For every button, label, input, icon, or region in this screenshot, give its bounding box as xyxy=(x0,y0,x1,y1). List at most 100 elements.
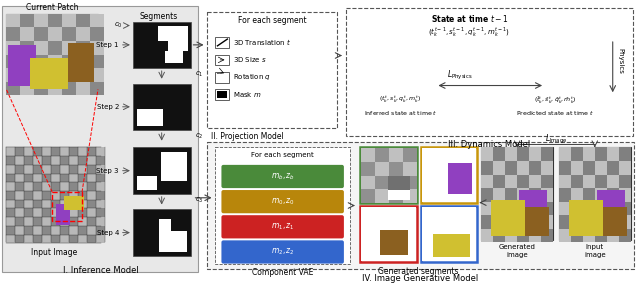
Bar xyxy=(583,229,595,242)
Bar xyxy=(90,68,104,82)
Bar xyxy=(87,235,96,243)
Bar xyxy=(24,174,33,182)
Bar xyxy=(42,226,51,235)
Text: Current Patch: Current Patch xyxy=(26,3,79,12)
Bar xyxy=(78,191,87,200)
Bar xyxy=(607,215,619,229)
Bar xyxy=(541,161,553,174)
Text: Mask $m$: Mask $m$ xyxy=(234,90,262,99)
Bar xyxy=(559,148,571,161)
Bar xyxy=(505,148,517,161)
Bar xyxy=(96,217,105,226)
Bar xyxy=(60,217,69,226)
Bar xyxy=(20,68,35,82)
Bar xyxy=(24,148,33,156)
Bar xyxy=(78,156,87,165)
Bar xyxy=(51,182,60,191)
Bar xyxy=(541,202,553,215)
Bar xyxy=(223,192,342,211)
Bar xyxy=(6,148,15,156)
Bar xyxy=(90,27,104,41)
Text: $m_0, z_0$: $m_0, z_0$ xyxy=(271,196,294,207)
FancyBboxPatch shape xyxy=(221,190,344,213)
Bar xyxy=(603,207,627,237)
Bar xyxy=(51,217,60,226)
Text: $(t_k^t, s_k^t, q_k^t, m_k^t)$: $(t_k^t, s_k^t, q_k^t, m_k^t)$ xyxy=(380,95,422,105)
Bar xyxy=(78,182,87,191)
Bar xyxy=(96,226,105,235)
Bar xyxy=(76,14,90,27)
Bar xyxy=(48,68,62,82)
Bar xyxy=(87,217,96,226)
Bar xyxy=(90,82,104,95)
Bar xyxy=(571,215,583,229)
Bar xyxy=(529,215,541,229)
Bar xyxy=(15,165,24,174)
Bar xyxy=(78,235,87,243)
Bar xyxy=(375,189,388,202)
Text: For each segment: For each segment xyxy=(238,16,307,25)
Text: II. Projection Model: II. Projection Model xyxy=(211,132,284,141)
Bar xyxy=(571,229,583,242)
Bar xyxy=(42,217,51,226)
Bar xyxy=(69,182,78,191)
Bar xyxy=(69,165,78,174)
Bar xyxy=(24,226,33,235)
Bar xyxy=(87,226,96,235)
Bar xyxy=(619,161,630,174)
Text: $c_0$: $c_0$ xyxy=(114,21,123,30)
Bar xyxy=(96,165,105,174)
Bar xyxy=(6,27,20,41)
Bar xyxy=(595,174,607,188)
Bar xyxy=(361,207,415,261)
Bar xyxy=(529,148,541,161)
Text: $(t_k^{t-1}, s_k^{t-1}, q_k^{t-1}, m_k^{t-1})$: $(t_k^{t-1}, s_k^{t-1}, q_k^{t-1}, m_k^{… xyxy=(428,25,510,38)
Bar xyxy=(69,235,78,243)
Bar xyxy=(583,148,595,161)
Bar xyxy=(375,176,388,189)
Text: I. Inference Model: I. Inference Model xyxy=(63,266,139,275)
Bar xyxy=(619,229,630,242)
Bar xyxy=(87,156,96,165)
Text: image: image xyxy=(584,252,605,258)
Text: $(\hat{t}_k^t, \hat{s}_k^t, \hat{q}_k^t, \hat{m}_k^t)$: $(\hat{t}_k^t, \hat{s}_k^t, \hat{q}_k^t,… xyxy=(534,94,576,106)
Bar xyxy=(52,192,82,221)
Bar xyxy=(48,55,62,68)
Bar xyxy=(159,231,187,252)
Text: Inferred state at time $t$: Inferred state at time $t$ xyxy=(364,109,438,117)
Bar xyxy=(481,202,493,215)
Bar xyxy=(62,27,76,41)
Bar xyxy=(6,82,20,95)
Bar xyxy=(96,235,105,243)
Text: State at time $t-1$: State at time $t-1$ xyxy=(431,13,508,24)
Bar xyxy=(525,207,549,237)
Bar xyxy=(360,148,417,202)
Bar xyxy=(60,226,69,235)
Bar xyxy=(87,208,96,217)
Text: III. Dynamics Model: III. Dynamics Model xyxy=(448,140,531,149)
Bar xyxy=(15,174,24,182)
Bar xyxy=(15,191,24,200)
Bar xyxy=(216,55,229,65)
Bar xyxy=(607,188,619,202)
Bar xyxy=(60,174,69,182)
Bar xyxy=(420,148,477,202)
Bar xyxy=(35,27,48,41)
Bar xyxy=(78,226,87,235)
Bar xyxy=(519,190,547,237)
Bar xyxy=(492,200,525,237)
Bar xyxy=(51,191,60,200)
Bar xyxy=(24,235,33,243)
Bar xyxy=(161,152,187,181)
Bar xyxy=(87,148,96,156)
Bar xyxy=(571,161,583,174)
Bar xyxy=(218,91,227,98)
Bar xyxy=(87,165,96,174)
Bar xyxy=(6,156,15,165)
Text: Predicted state at time $t$: Predicted state at time $t$ xyxy=(516,109,594,117)
FancyBboxPatch shape xyxy=(221,165,344,188)
Text: $c_1$: $c_1$ xyxy=(195,70,203,80)
Bar xyxy=(78,217,87,226)
Bar xyxy=(388,162,403,176)
Bar xyxy=(20,55,35,68)
